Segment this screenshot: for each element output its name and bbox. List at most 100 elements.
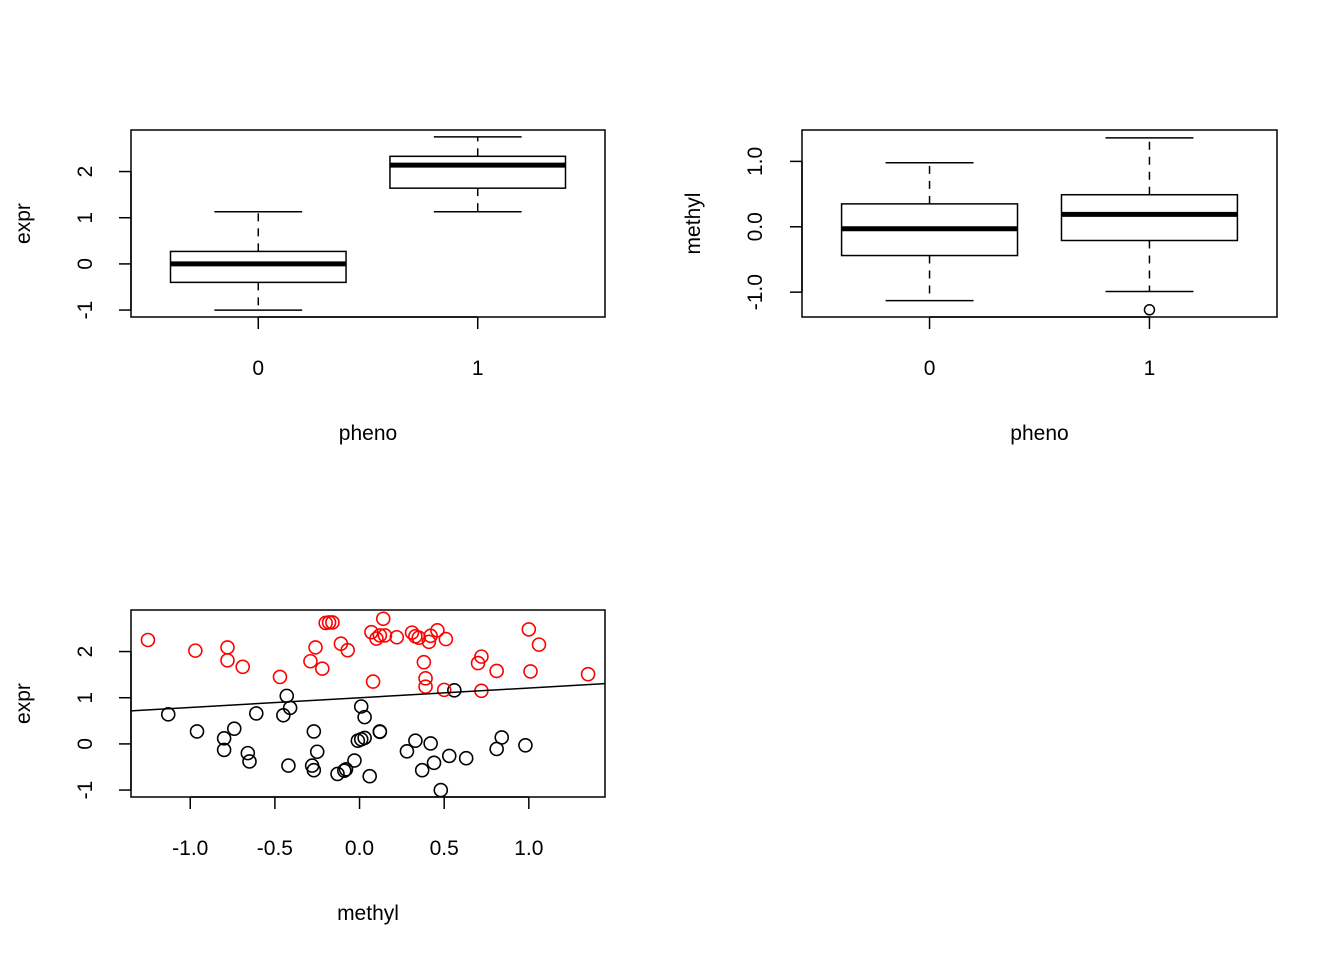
box-body — [1060, 193, 1239, 242]
scatter-point-group-0 — [216, 742, 232, 758]
y-tick-label: 2 — [74, 166, 97, 178]
outlier-point — [1143, 304, 1156, 316]
scatter-point-group-1 — [436, 682, 452, 698]
x-tick-label: 1.0 — [514, 837, 543, 860]
scatter-point-group-1 — [188, 643, 203, 658]
scatter-point-group-0 — [447, 683, 462, 698]
scatter-point-group-0 — [189, 724, 205, 739]
y-tick-label: -1 — [74, 781, 97, 800]
scatter-point-group-1 — [321, 615, 337, 630]
x-tick-label: 1 — [472, 357, 484, 380]
box-expr-panel: -1 0 1 2 pheno expr 0 1 — [12, 129, 606, 445]
y-tick-label: 2 — [74, 646, 97, 658]
y-tick-label: 0.0 — [744, 212, 767, 241]
scatter-point-group-1 — [531, 637, 547, 652]
scatter-point-group-0 — [353, 699, 369, 714]
box-0 — [840, 161, 1019, 302]
scatter-point-group-0 — [458, 750, 474, 766]
scatter-point-group-1 — [303, 653, 318, 669]
scatter-point-group-1 — [430, 623, 445, 638]
scatter-point-group-0 — [357, 709, 372, 725]
scatter-point-group-1 — [421, 634, 437, 650]
scatter-point-group-0 — [408, 733, 423, 748]
box-body — [169, 250, 347, 284]
y-tick-label: 0 — [74, 258, 97, 270]
scatter-point-group-0 — [309, 744, 325, 760]
scatter-point-group-0 — [330, 766, 345, 782]
y-tick-label: 1 — [74, 212, 97, 224]
scatter-point-group-1 — [418, 679, 433, 694]
scatter-point-group-1 — [489, 663, 504, 679]
box-expr-y-title: expr — [12, 203, 35, 244]
scatter-point-group-0 — [281, 758, 296, 773]
scatter-point-group-1 — [314, 661, 330, 676]
x-tick-label: 0 — [924, 357, 936, 380]
scatter-point-group-1 — [521, 622, 537, 637]
scatter-point-group-1 — [438, 631, 454, 647]
scatter-point-group-0 — [240, 745, 256, 761]
x-tick-label: -1.0 — [172, 837, 208, 860]
scatter-point-group-0 — [433, 782, 449, 797]
box-methyl-panel: -1.0 0.0 1.0 pheno methyl 0 1 — [682, 129, 1278, 445]
scatter-point-group-0 — [338, 761, 354, 777]
box-expr-x-title: pheno — [339, 422, 397, 445]
scatter-point-group-1 — [325, 615, 340, 630]
y-tick-label: -1.0 — [744, 274, 767, 310]
scatter-point-group-1 — [372, 628, 388, 643]
scatter-point-group-0 — [226, 721, 242, 736]
scatter-point-group-0 — [279, 688, 295, 704]
scatter-point-group-0 — [276, 707, 291, 723]
scatter-point-group-1 — [235, 659, 251, 675]
box-methyl-y-title: methyl — [682, 193, 705, 255]
scatter-point-group-1 — [220, 653, 235, 668]
x-tick-label: 1 — [1144, 357, 1156, 380]
x-tick-label: 0.5 — [430, 837, 459, 860]
scatter-point-group-1 — [369, 631, 384, 646]
scatter-point-group-1 — [340, 642, 355, 658]
scatter-point-group-0 — [242, 754, 257, 769]
y-tick-label: 1 — [74, 692, 97, 704]
scatter-point-group-1 — [375, 611, 391, 627]
scatter-point-group-0 — [306, 762, 322, 778]
x-tick-label: -0.5 — [257, 837, 293, 860]
scatter-point-group-1 — [580, 666, 596, 682]
box-body — [389, 155, 567, 189]
scatter-point-group-1 — [140, 632, 156, 648]
y-tick-label: 0 — [74, 738, 97, 750]
scatter-point-group-1 — [389, 629, 405, 645]
scatter-point-group-1 — [411, 630, 427, 646]
scatter-expr-methyl-x-title: methyl — [337, 902, 399, 925]
y-tick-label: -1 — [74, 301, 97, 320]
scatter-point-group-0 — [306, 724, 322, 739]
scatter-expr-methyl-y-title: expr — [12, 683, 35, 724]
x-tick-label: 0.0 — [345, 837, 374, 860]
scatter-point-group-0 — [423, 736, 438, 751]
regression-line — [131, 682, 605, 712]
scatter-point-group-0 — [399, 743, 415, 759]
scatter-point-group-0 — [494, 730, 510, 745]
scatter-point-group-0 — [347, 753, 362, 768]
x-tick-label: 0 — [252, 357, 264, 380]
scatter-point-group-0 — [441, 748, 457, 764]
box-1 — [389, 136, 567, 213]
scatter-expr-methyl-panel: -1 0 1 2 methyl expr -1.0 -0.5 0.0 0.5 1.0 — [12, 609, 606, 925]
scatter-point-group-1 — [220, 640, 235, 655]
scatter-point-group-0 — [216, 731, 232, 746]
scatter-point-group-1 — [365, 674, 381, 689]
scatter-point-group-0 — [336, 763, 352, 778]
box-methyl-x-title: pheno — [1010, 422, 1068, 445]
scatter-point-group-1 — [474, 649, 489, 664]
scatter-plot-area — [131, 611, 605, 797]
scatter-point-group-0 — [426, 755, 442, 771]
scatter-point-group-0 — [282, 700, 298, 716]
y-tick-label: 1.0 — [744, 147, 767, 176]
box-1 — [1060, 137, 1239, 316]
scatter-point-group-0 — [357, 730, 372, 746]
scatter-point-group-0 — [248, 706, 264, 721]
box-0 — [169, 210, 347, 311]
scatter-point-group-1 — [377, 628, 393, 643]
scatter-point-group-0 — [372, 724, 388, 740]
scatter-point-group-0 — [414, 762, 430, 778]
scatter-point-group-1 — [523, 664, 538, 679]
